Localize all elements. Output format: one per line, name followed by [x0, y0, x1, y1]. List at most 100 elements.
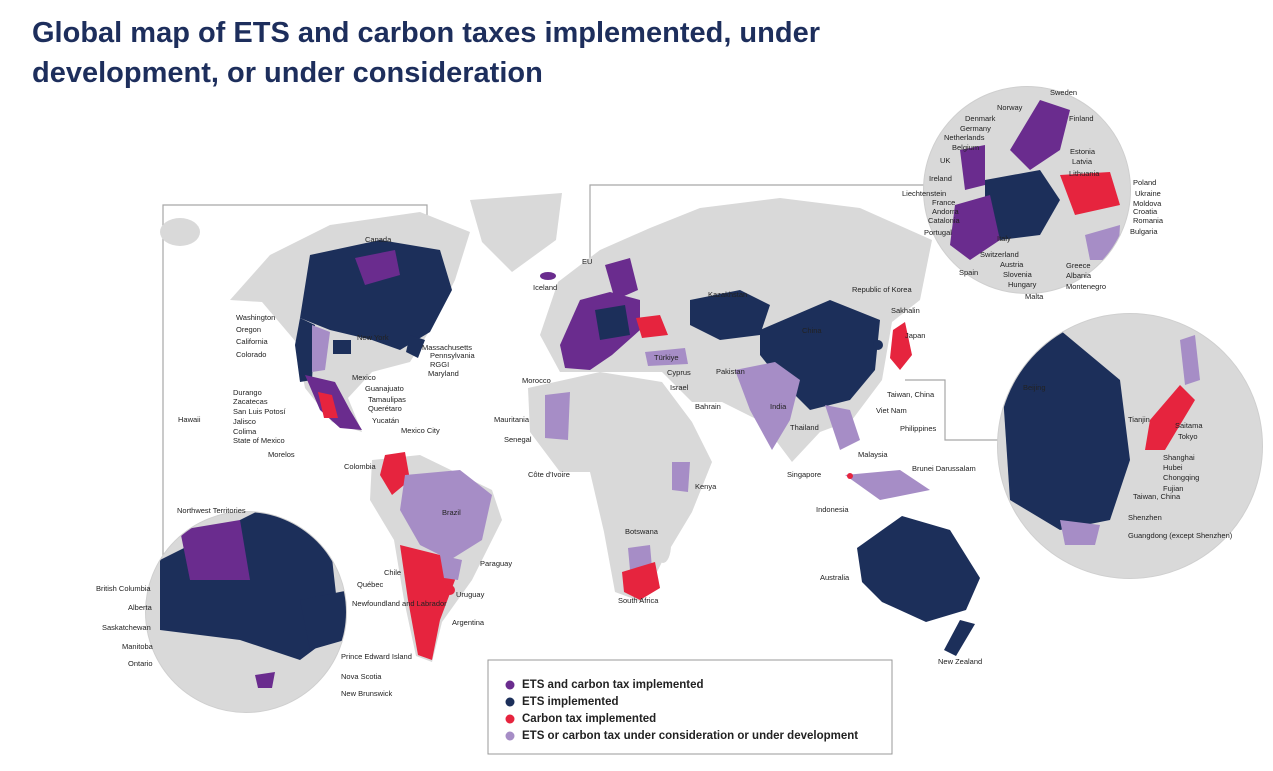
- place-label: Tokyo: [1178, 432, 1198, 441]
- place-label: New Brunswick: [341, 689, 393, 698]
- place-label: Sakhalin: [891, 306, 920, 315]
- land: [655, 527, 671, 563]
- region: [960, 145, 985, 190]
- place-label: Iceland: [533, 283, 557, 292]
- place-label: Uruguay: [456, 590, 485, 599]
- place-label: Washington: [236, 313, 275, 322]
- place-label: Querétaro: [368, 404, 402, 413]
- place-label: Massachusetts: [422, 343, 472, 352]
- place-label: Republic of Korea: [852, 285, 912, 294]
- place-label: Saskatchewan: [102, 623, 151, 632]
- legend: ETS and carbon tax implemented ETS implem…: [505, 679, 858, 742]
- place-label: Viet Nam: [876, 406, 907, 415]
- region: [690, 290, 770, 340]
- place-label: Belgium: [952, 143, 979, 152]
- place-label: Greece: [1066, 261, 1091, 270]
- place-label: Manitoba: [122, 642, 154, 651]
- place-label: Nova Scotia: [341, 672, 382, 681]
- place-label: Portugal: [924, 228, 952, 237]
- place-label: Beijing: [1023, 383, 1046, 392]
- place-label: Guanajuato: [365, 384, 404, 393]
- region: [825, 405, 860, 450]
- place-label: Maryland: [428, 369, 459, 378]
- place-label: Cyprus: [667, 368, 691, 377]
- place-label: Oregon: [236, 325, 261, 334]
- place-label: Hungary: [1008, 280, 1037, 289]
- place-label: Paraguay: [480, 559, 512, 568]
- place-label: Austria: [1000, 260, 1024, 269]
- region: [180, 520, 250, 580]
- region: [1060, 520, 1100, 545]
- place-label: EU: [582, 257, 592, 266]
- place-label: Moldova: [1133, 199, 1162, 208]
- legend-dot: [505, 680, 515, 690]
- place-label: Canada: [365, 235, 392, 244]
- place-label: Norway: [997, 103, 1023, 112]
- connector: [905, 379, 1000, 441]
- place-label: Thailand: [790, 423, 819, 432]
- region: [440, 555, 462, 580]
- region: [873, 340, 883, 350]
- region: [300, 590, 346, 650]
- place-label: Kenya: [695, 482, 717, 491]
- region: [380, 452, 410, 495]
- place-label: San Luis Potosí: [233, 407, 286, 416]
- place-label: Croatia: [1133, 207, 1158, 216]
- place-label: Andorra: [932, 207, 960, 216]
- place-label: Finland: [1069, 114, 1094, 123]
- place-label: Malaysia: [858, 450, 888, 459]
- region: [355, 250, 400, 285]
- place-label: Mexico City: [401, 426, 440, 435]
- region: [295, 318, 315, 382]
- region: [445, 585, 455, 595]
- title: development, or under consideration: [32, 57, 543, 89]
- place-label: Senegal: [504, 435, 532, 444]
- place-label: Taiwan, China: [887, 390, 935, 399]
- legend-label: ETS and carbon tax implemented: [522, 679, 703, 691]
- world-map: [160, 193, 980, 662]
- place-label: Pakistan: [716, 367, 745, 376]
- legend-label: ETS implemented: [522, 696, 619, 708]
- inset-map: [146, 512, 346, 712]
- region: [540, 272, 556, 280]
- place-label: Tianjin: [1128, 415, 1150, 424]
- place-label: Estonia: [1070, 147, 1096, 156]
- region: [645, 348, 688, 366]
- place-label: Côte d'Ivoire: [528, 470, 570, 479]
- region: [595, 305, 630, 340]
- place-label: Durango: [233, 388, 262, 397]
- inset-map: [998, 314, 1262, 578]
- legend-label: ETS or carbon tax under consideration or…: [522, 730, 858, 742]
- place-label: RGGI: [430, 360, 449, 369]
- place-label: France: [932, 198, 955, 207]
- place-label: Chongqing: [1163, 473, 1199, 482]
- place-label: Denmark: [965, 114, 996, 123]
- place-label: Latvia: [1072, 157, 1093, 166]
- place-label: Tamaulipas: [368, 395, 406, 404]
- region: [944, 620, 975, 656]
- land: [160, 218, 200, 246]
- region: [890, 322, 912, 370]
- place-label: Colombia: [344, 462, 377, 471]
- region: [1145, 385, 1195, 450]
- place-label: Liechtenstein: [902, 189, 946, 198]
- place-label: Germany: [960, 124, 991, 133]
- region: [857, 516, 980, 622]
- place-label: Netherlands: [944, 133, 985, 142]
- place-label: Montenegro: [1066, 282, 1106, 291]
- region: [622, 562, 660, 600]
- region: [545, 392, 570, 440]
- place-label: Brazil: [442, 508, 461, 517]
- labels: Canada Washington Oregon California Colorado…: [96, 88, 1233, 698]
- region: [1060, 172, 1120, 215]
- place-label: Zacatecas: [233, 397, 268, 406]
- region: [255, 672, 275, 688]
- place-label: Bahrain: [695, 402, 721, 411]
- region: [950, 195, 1000, 260]
- place-label: Yucatán: [372, 416, 399, 425]
- place-label: Colima: [233, 427, 257, 436]
- place-label: Sweden: [1050, 88, 1077, 97]
- region: [628, 545, 652, 570]
- connector: [589, 184, 930, 270]
